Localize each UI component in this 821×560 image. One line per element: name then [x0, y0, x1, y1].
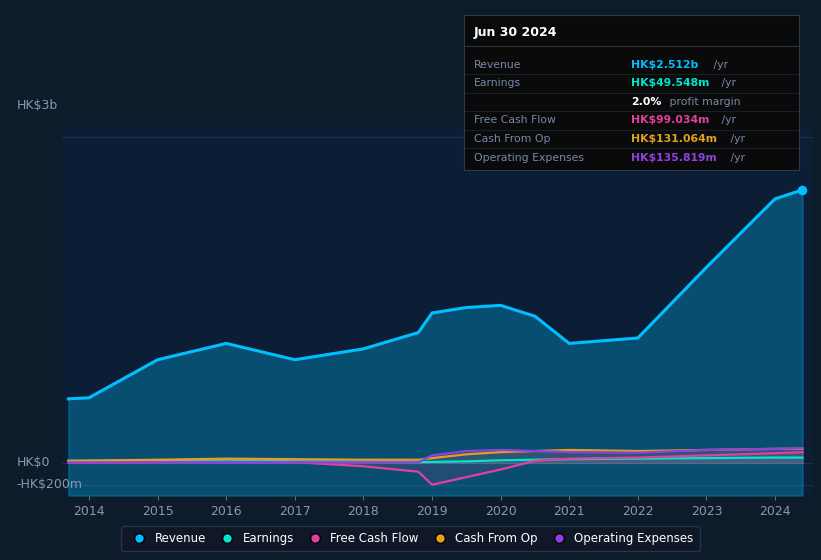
Text: 2.0%: 2.0%: [631, 97, 662, 107]
Point: [796, 185, 809, 194]
Text: /yr: /yr: [710, 59, 727, 69]
Text: HK$0: HK$0: [16, 456, 50, 469]
Text: -HK$200m: -HK$200m: [16, 478, 82, 491]
Text: Operating Expenses: Operating Expenses: [474, 153, 584, 162]
Text: HK$131.064m: HK$131.064m: [631, 134, 718, 144]
Text: HK$3b: HK$3b: [16, 99, 57, 112]
Text: HK$2.512b: HK$2.512b: [631, 59, 699, 69]
Text: Earnings: Earnings: [474, 78, 521, 88]
Text: Free Cash Flow: Free Cash Flow: [474, 115, 556, 125]
Text: Revenue: Revenue: [474, 59, 521, 69]
Text: Cash From Op: Cash From Op: [474, 134, 550, 144]
Text: profit margin: profit margin: [666, 97, 741, 107]
Text: HK$99.034m: HK$99.034m: [631, 115, 709, 125]
Text: Jun 30 2024: Jun 30 2024: [474, 26, 557, 39]
Text: HK$135.819m: HK$135.819m: [631, 153, 717, 162]
Text: HK$49.548m: HK$49.548m: [631, 78, 709, 88]
Text: /yr: /yr: [727, 134, 745, 144]
Text: /yr: /yr: [718, 115, 736, 125]
Text: /yr: /yr: [727, 153, 745, 162]
Text: /yr: /yr: [718, 78, 736, 88]
Legend: Revenue, Earnings, Free Cash Flow, Cash From Op, Operating Expenses: Revenue, Earnings, Free Cash Flow, Cash …: [122, 526, 699, 551]
